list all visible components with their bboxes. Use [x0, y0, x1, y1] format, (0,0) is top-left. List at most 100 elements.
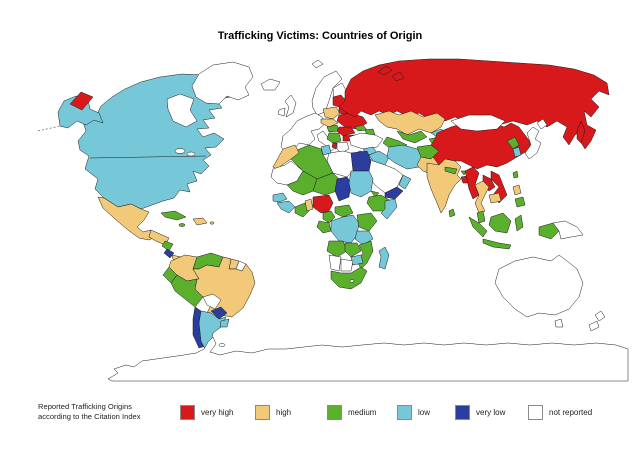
- region-australia: [494, 254, 584, 318]
- region-papua-new-guinea: [552, 220, 584, 240]
- legend-swatch-high: [255, 405, 270, 421]
- legend-caption-line1: Reported Trafficking Origins: [38, 402, 132, 411]
- region-zimbabwe: [350, 254, 364, 266]
- region-bolivia: [202, 293, 222, 310]
- region-nepal: [444, 166, 458, 175]
- legend-item-medium: medium: [327, 404, 377, 421]
- legend-item-very-high: very high: [180, 404, 234, 421]
- region-cuba: [160, 210, 187, 221]
- region-japan: [524, 126, 542, 160]
- region-south-africa: [330, 266, 368, 290]
- great-lake-1: [174, 148, 186, 154]
- region-borneo: [488, 212, 512, 234]
- region-namibia: [328, 254, 342, 272]
- legend-label-very-low: very low: [476, 408, 506, 418]
- legend-swatch-very-low: [455, 405, 470, 421]
- region-new-zealand-north: [594, 310, 606, 322]
- region-tasmania: [554, 318, 564, 328]
- region-romania: [336, 126, 356, 137]
- region-uzbekistan: [396, 130, 428, 144]
- region-argentina: [198, 310, 227, 350]
- region-puerto-rico: [209, 221, 215, 225]
- legend-swatch-low: [397, 405, 412, 421]
- region-sumatra: [468, 216, 488, 238]
- region-antarctica: [107, 336, 629, 382]
- legend-swatch-medium: [327, 405, 342, 421]
- legend-item-high: high: [255, 404, 291, 421]
- region-sakhalin: [576, 120, 586, 144]
- region-cambodia: [488, 192, 502, 204]
- region-russia: [338, 58, 610, 150]
- region-albania: [331, 142, 338, 150]
- region-south-korea: [512, 146, 522, 158]
- region-north-korea: [506, 136, 520, 150]
- legend-label-not-reported: not reported: [549, 408, 593, 418]
- region-madagascar: [378, 246, 390, 270]
- legend-label-medium: medium: [348, 408, 377, 418]
- region-morocco: [272, 144, 300, 170]
- region-uk: [284, 94, 297, 118]
- region-svalbard: [311, 59, 324, 69]
- region-mongolia: [450, 114, 506, 132]
- region-uganda-kenya: [356, 212, 378, 232]
- region-mexico: [97, 196, 158, 241]
- region-mozambique: [356, 240, 374, 270]
- great-lake-2: [186, 151, 196, 157]
- region-czech-slovakia: [320, 118, 339, 128]
- region-botswana: [340, 258, 354, 272]
- region-guinea: [276, 200, 296, 214]
- region-cameroon: [322, 210, 336, 224]
- region-angola: [326, 240, 348, 258]
- legend-swatch-not-reported: [528, 405, 543, 421]
- region-senegal: [272, 192, 288, 203]
- region-java: [482, 238, 512, 250]
- region-kazakhstan: [374, 110, 446, 136]
- region-novaya-zemlya-1: [377, 65, 393, 76]
- region-zambia: [344, 242, 362, 258]
- region-jamaica: [178, 223, 186, 227]
- region-nigeria: [312, 194, 334, 214]
- region-car: [334, 204, 354, 218]
- region-greece: [336, 141, 350, 154]
- region-iraq: [368, 150, 390, 166]
- region-chad: [334, 176, 352, 202]
- region-west-papua: [538, 222, 560, 240]
- region-italy: [316, 130, 337, 152]
- usa-canada-border: [89, 155, 207, 159]
- legend-caption: Reported Trafficking Origins according t…: [38, 402, 141, 422]
- region-new-zealand-south: [588, 320, 600, 332]
- legend-item-very-low: very low: [455, 404, 506, 421]
- legend-item-low: low: [397, 404, 430, 421]
- region-sulawesi: [514, 214, 524, 232]
- region-ireland: [277, 107, 286, 117]
- region-sudan: [348, 170, 374, 198]
- region-malaysia: [476, 210, 486, 224]
- chart-title: Trafficking Victims: Countries of Origin: [217, 30, 423, 42]
- aleutians: [37, 125, 61, 132]
- region-western-europe: [280, 112, 327, 152]
- legend-label-very-high: very high: [201, 408, 234, 418]
- region-india: [426, 158, 462, 214]
- legend-item-not-reported: not reported: [528, 404, 593, 421]
- region-bhutan: [460, 170, 467, 176]
- region-oman: [398, 174, 412, 190]
- region-congo-gabon: [316, 220, 332, 234]
- region-paraguay: [210, 306, 228, 320]
- region-poland: [322, 106, 341, 120]
- region-balkans-west: [326, 132, 342, 144]
- region-yemen: [384, 186, 404, 200]
- region-sri-lanka: [448, 208, 456, 218]
- region-falklands: [218, 343, 226, 347]
- region-hispaniola: [192, 217, 208, 226]
- region-costa-rica: [163, 248, 175, 259]
- region-somalia: [380, 198, 398, 220]
- region-philippines-luzon: [512, 184, 522, 196]
- region-greenland: [191, 61, 254, 105]
- region-algeria: [290, 144, 334, 180]
- region-iceland: [260, 78, 281, 91]
- legend-swatch-very-high: [180, 405, 195, 421]
- region-taiwan: [512, 170, 519, 179]
- region-hudson-bay: [166, 93, 198, 128]
